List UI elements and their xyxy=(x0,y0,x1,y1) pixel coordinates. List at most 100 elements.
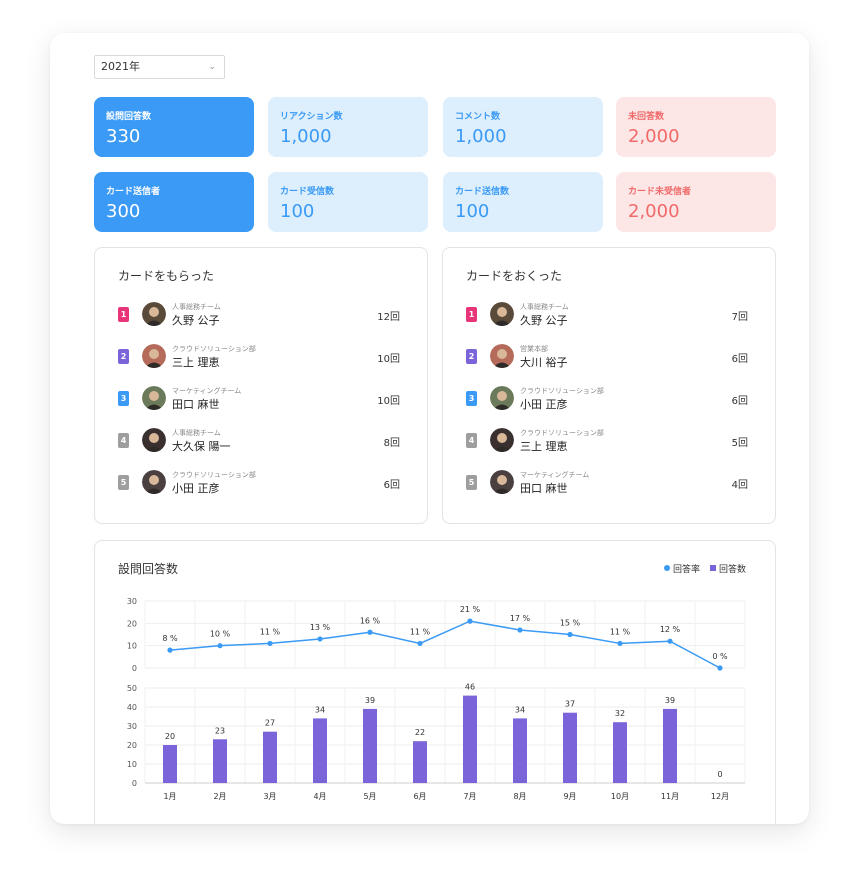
rate-point xyxy=(617,640,623,647)
person-name: 田口 麻世 xyxy=(172,398,220,411)
y-tick-label: 0 xyxy=(132,779,137,788)
avatar xyxy=(142,428,166,452)
rate-data-label: 13 % xyxy=(310,623,331,632)
stat-value: 1,000 xyxy=(455,126,507,147)
x-tick-label: 2月 xyxy=(213,792,226,801)
y-tick-label: 0 xyxy=(132,664,137,673)
y-tick-label: 30 xyxy=(127,722,137,731)
stat-label: 設問回答数 xyxy=(106,112,152,122)
count-bar xyxy=(563,712,577,783)
y-tick-label: 20 xyxy=(127,741,137,750)
legend-label: 回答率 xyxy=(672,565,700,575)
avatar xyxy=(142,302,166,326)
department-label: 人事総務チーム xyxy=(172,429,221,437)
count-data-label: 27 xyxy=(265,719,275,728)
stat-card: カード送信者 300 xyxy=(94,172,254,232)
count-data-label: 0 xyxy=(717,770,722,779)
chart-legend: 回答率 回答数 xyxy=(663,562,746,575)
rank-badge: 2 xyxy=(466,349,477,364)
ranking-row[interactable]: 2 営業本部 大川 裕子 6回 xyxy=(466,342,748,370)
person-name: 三上 理恵 xyxy=(172,356,220,369)
stat-card: カード受信数 100 xyxy=(268,172,428,232)
x-tick-label: 12月 xyxy=(711,792,729,801)
stat-value: 300 xyxy=(106,201,141,222)
stat-label: リアクション数 xyxy=(280,112,343,122)
rate-point xyxy=(317,636,323,642)
rank-badge: 1 xyxy=(118,307,129,322)
stat-card: リアクション数 1,000 xyxy=(268,97,428,157)
rank-badge: 5 xyxy=(118,475,129,490)
stat-value: 2,000 xyxy=(628,126,680,147)
department-label: 営業本部 xyxy=(520,345,548,353)
rank-badge: 4 xyxy=(118,433,129,448)
card-count: 10回 xyxy=(377,396,400,407)
avatar xyxy=(142,344,166,368)
department-label: クラウドソリューション部 xyxy=(520,387,604,395)
legend-square-icon xyxy=(709,565,716,571)
ranking-row[interactable]: 2 クラウドソリューション部 三上 理恵 10回 xyxy=(118,342,400,370)
x-tick-label: 5月 xyxy=(363,792,376,801)
x-tick-label: 7月 xyxy=(463,792,476,801)
card-count: 6回 xyxy=(731,396,748,407)
count-bar xyxy=(413,741,427,783)
rate-point xyxy=(267,640,273,647)
card-count: 4回 xyxy=(731,480,748,491)
panel-title: カードをおくった xyxy=(466,269,563,283)
ranking-row[interactable]: 3 クラウドソリューション部 小田 正彦 6回 xyxy=(466,384,748,412)
rate-point xyxy=(567,631,573,638)
panel-title: カードをもらった xyxy=(118,269,215,283)
y-tick-label: 10 xyxy=(127,760,137,769)
count-data-label: 23 xyxy=(215,726,225,735)
answers-chart-panel: 設問回答数 回答率 回答数 0 10 20 30 8 % 10 % 11 % 13 % 16 %… xyxy=(94,540,776,824)
ranking-row[interactable]: 3 マーケティングチーム 田口 麻世 10回 xyxy=(118,384,400,412)
card-count: 7回 xyxy=(731,312,748,323)
card-count: 8回 xyxy=(383,438,400,449)
rate-point xyxy=(467,618,473,624)
department-label: 人事総務チーム xyxy=(520,303,569,311)
ranking-row[interactable]: 1 人事総務チーム 久野 公子 7回 xyxy=(466,300,748,328)
chevron-down-icon: ⌄ xyxy=(208,62,216,72)
rate-data-label: 15 % xyxy=(560,619,581,628)
count-data-label: 32 xyxy=(615,709,625,718)
count-data-label: 39 xyxy=(665,696,675,705)
rate-line xyxy=(169,620,721,669)
rate-point xyxy=(667,638,673,644)
rank-badge: 3 xyxy=(466,391,477,406)
rate-point xyxy=(417,640,423,647)
count-data-label: 46 xyxy=(465,683,475,692)
avatar xyxy=(490,470,514,494)
rate-data-label: 10 % xyxy=(210,630,231,639)
person-name: 大川 裕子 xyxy=(520,356,568,369)
ranking-row[interactable]: 1 人事総務チーム 久野 公子 12回 xyxy=(118,300,400,328)
stat-card: 設問回答数 330 xyxy=(94,97,254,157)
x-tick-label: 11月 xyxy=(661,792,679,801)
count-data-label: 22 xyxy=(415,728,425,737)
stat-label: カード未受信者 xyxy=(628,187,692,197)
ranking-row[interactable]: 5 マーケティングチーム 田口 麻世 4回 xyxy=(466,468,748,496)
ranking-row[interactable]: 4 クラウドソリューション部 三上 理恵 5回 xyxy=(466,426,748,454)
ranking-row[interactable]: 5 クラウドソリューション部 小田 正彦 6回 xyxy=(118,468,400,496)
x-tick-label: 10月 xyxy=(611,792,629,801)
stat-value: 1,000 xyxy=(280,126,332,147)
y-tick-label: 10 xyxy=(127,642,137,651)
rank-badge: 3 xyxy=(118,391,129,406)
department-label: 人事総務チーム xyxy=(172,303,221,311)
rate-data-label: 11 % xyxy=(410,627,431,636)
x-tick-label: 3月 xyxy=(263,792,276,801)
year-select[interactable]: 2021年 ⌄ xyxy=(94,55,225,79)
rank-badge: 2 xyxy=(118,349,129,364)
card-count: 5回 xyxy=(731,438,748,449)
stat-label: コメント数 xyxy=(455,112,501,122)
count-data-label: 34 xyxy=(515,705,525,714)
person-name: 久野 公子 xyxy=(172,314,220,327)
avatar xyxy=(490,386,514,410)
ranking-row[interactable]: 4 人事総務チーム 大久保 陽一 8回 xyxy=(118,426,400,454)
y-tick-label: 20 xyxy=(127,619,137,628)
rate-data-label: 17 % xyxy=(510,614,531,623)
department-label: マーケティングチーム xyxy=(520,471,590,479)
y-tick-label: 40 xyxy=(127,703,137,712)
rate-point xyxy=(717,665,723,671)
count-bar xyxy=(463,695,477,783)
person-name: 田口 麻世 xyxy=(520,482,568,495)
stat-value: 2,000 xyxy=(628,201,680,222)
